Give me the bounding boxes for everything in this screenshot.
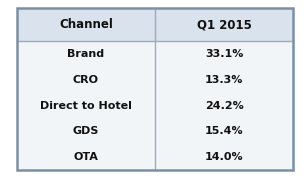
Text: 13.3%: 13.3%: [205, 75, 244, 85]
Text: 24.2%: 24.2%: [205, 101, 244, 111]
FancyBboxPatch shape: [17, 41, 293, 170]
Text: Q1 2015: Q1 2015: [197, 18, 252, 31]
Text: CRO: CRO: [73, 75, 99, 85]
Text: 14.0%: 14.0%: [205, 152, 244, 162]
Text: 33.1%: 33.1%: [205, 49, 244, 59]
Text: Brand: Brand: [67, 49, 105, 59]
Text: 15.4%: 15.4%: [205, 126, 244, 136]
Text: OTA: OTA: [74, 152, 98, 162]
Text: GDS: GDS: [73, 126, 99, 136]
Text: Direct to Hotel: Direct to Hotel: [40, 101, 132, 111]
FancyBboxPatch shape: [17, 8, 293, 41]
Text: Channel: Channel: [59, 18, 113, 31]
